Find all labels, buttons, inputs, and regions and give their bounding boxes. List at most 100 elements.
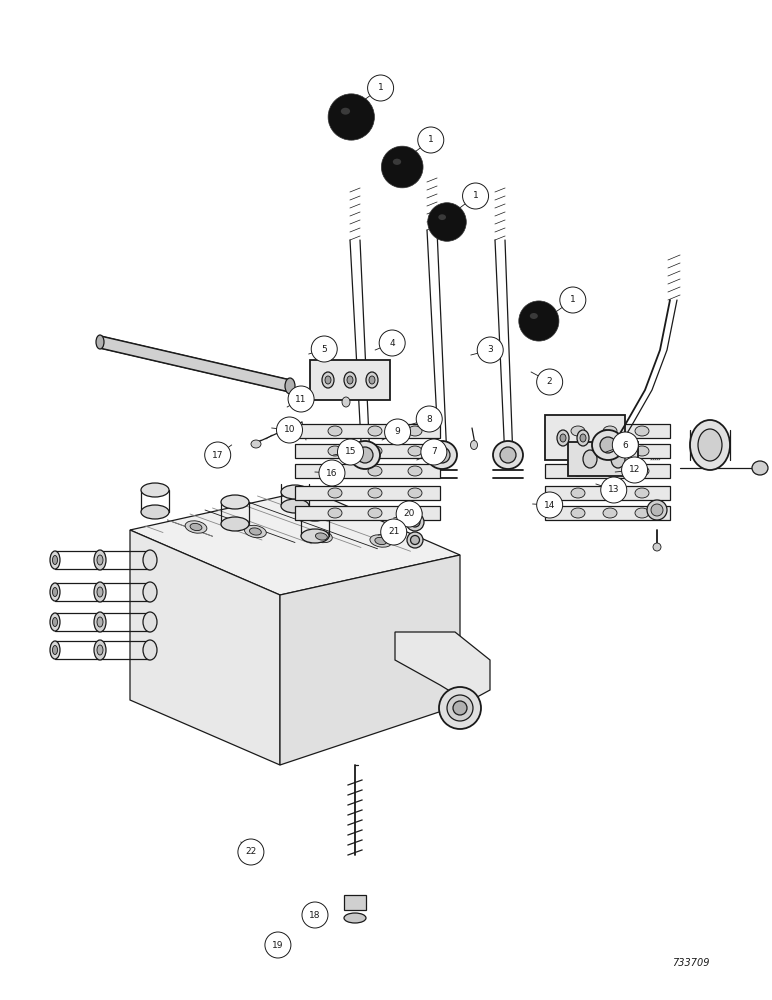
- Polygon shape: [545, 486, 670, 500]
- Ellipse shape: [493, 441, 523, 469]
- Ellipse shape: [557, 430, 569, 446]
- Ellipse shape: [571, 508, 585, 518]
- Text: 13: 13: [608, 486, 619, 494]
- Circle shape: [381, 519, 407, 545]
- Ellipse shape: [249, 528, 262, 535]
- Ellipse shape: [141, 505, 169, 519]
- Ellipse shape: [370, 535, 391, 547]
- Ellipse shape: [647, 500, 667, 520]
- Circle shape: [311, 336, 337, 362]
- Polygon shape: [295, 506, 440, 520]
- Ellipse shape: [97, 555, 103, 565]
- Ellipse shape: [325, 376, 331, 384]
- Ellipse shape: [357, 447, 373, 463]
- Ellipse shape: [369, 376, 375, 384]
- Polygon shape: [310, 360, 390, 400]
- Ellipse shape: [221, 495, 249, 509]
- Ellipse shape: [245, 525, 266, 538]
- Circle shape: [421, 439, 447, 465]
- Polygon shape: [545, 444, 670, 458]
- Ellipse shape: [408, 508, 422, 518]
- Ellipse shape: [408, 446, 422, 456]
- Polygon shape: [295, 424, 440, 438]
- Ellipse shape: [368, 488, 382, 498]
- Ellipse shape: [251, 440, 261, 448]
- Ellipse shape: [143, 612, 157, 632]
- Ellipse shape: [434, 447, 450, 463]
- Ellipse shape: [368, 508, 382, 518]
- Ellipse shape: [635, 426, 649, 436]
- Ellipse shape: [344, 913, 366, 923]
- Circle shape: [288, 386, 314, 412]
- Ellipse shape: [281, 499, 309, 513]
- Ellipse shape: [603, 488, 617, 498]
- Ellipse shape: [580, 434, 586, 442]
- Ellipse shape: [571, 466, 585, 476]
- Ellipse shape: [752, 461, 768, 475]
- Circle shape: [462, 183, 489, 209]
- Polygon shape: [545, 464, 670, 478]
- Polygon shape: [130, 490, 460, 595]
- Polygon shape: [344, 895, 366, 910]
- Ellipse shape: [281, 485, 309, 499]
- Circle shape: [381, 146, 423, 188]
- Text: 20: 20: [404, 510, 415, 518]
- Text: 22: 22: [245, 848, 256, 856]
- Text: 1: 1: [428, 135, 434, 144]
- Ellipse shape: [190, 523, 202, 531]
- Ellipse shape: [143, 550, 157, 570]
- Circle shape: [238, 839, 264, 865]
- Ellipse shape: [698, 429, 722, 461]
- Circle shape: [265, 932, 291, 958]
- Ellipse shape: [603, 426, 617, 436]
- Ellipse shape: [571, 426, 585, 436]
- Text: 14: 14: [544, 500, 555, 510]
- Circle shape: [477, 337, 503, 363]
- Ellipse shape: [592, 430, 624, 460]
- Polygon shape: [395, 632, 490, 702]
- Text: 19: 19: [273, 940, 283, 950]
- Ellipse shape: [94, 612, 106, 632]
- Polygon shape: [295, 464, 440, 478]
- Ellipse shape: [447, 695, 473, 721]
- Circle shape: [519, 301, 559, 341]
- Ellipse shape: [301, 507, 329, 521]
- Ellipse shape: [97, 587, 103, 597]
- Circle shape: [621, 457, 648, 483]
- Circle shape: [337, 439, 364, 465]
- Ellipse shape: [603, 466, 617, 476]
- Ellipse shape: [600, 437, 616, 453]
- Polygon shape: [295, 486, 440, 500]
- Text: 21: 21: [388, 528, 399, 536]
- Circle shape: [537, 369, 563, 395]
- Ellipse shape: [571, 488, 585, 498]
- Text: 10: 10: [284, 426, 295, 434]
- Ellipse shape: [94, 550, 106, 570]
- Polygon shape: [130, 530, 280, 765]
- Text: 1: 1: [570, 296, 576, 304]
- Ellipse shape: [285, 378, 295, 394]
- Ellipse shape: [653, 543, 661, 551]
- Ellipse shape: [52, 646, 57, 654]
- Ellipse shape: [340, 108, 350, 115]
- Ellipse shape: [571, 446, 585, 456]
- Ellipse shape: [328, 508, 342, 518]
- Ellipse shape: [94, 640, 106, 660]
- Ellipse shape: [366, 372, 378, 388]
- Text: 733709: 733709: [672, 958, 709, 968]
- Ellipse shape: [407, 532, 423, 548]
- Ellipse shape: [453, 701, 467, 715]
- Ellipse shape: [603, 446, 617, 456]
- Ellipse shape: [97, 645, 103, 655]
- Ellipse shape: [408, 466, 422, 476]
- Polygon shape: [545, 506, 670, 520]
- Ellipse shape: [97, 617, 103, 627]
- Text: 7: 7: [431, 448, 437, 456]
- Ellipse shape: [221, 517, 249, 531]
- Text: 9: 9: [394, 428, 401, 436]
- Polygon shape: [100, 336, 290, 392]
- Ellipse shape: [368, 446, 382, 456]
- Ellipse shape: [577, 430, 589, 446]
- Ellipse shape: [560, 434, 566, 442]
- Ellipse shape: [143, 640, 157, 660]
